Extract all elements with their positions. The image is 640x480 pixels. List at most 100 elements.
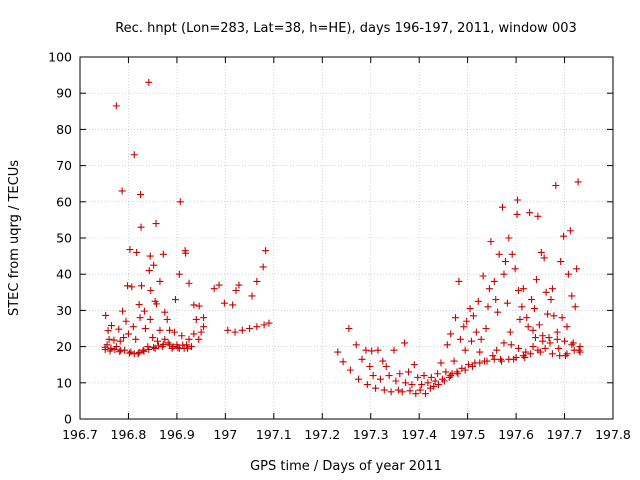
data-point [139, 346, 147, 354]
data-point [547, 296, 555, 304]
data-point [416, 386, 424, 394]
data-point [463, 317, 471, 325]
data-point [146, 252, 154, 260]
data-point [566, 227, 574, 235]
y-tick-label: 30 [56, 303, 72, 318]
data-point [147, 286, 155, 294]
x-tick-label: 196.8 [111, 427, 147, 442]
y-tick-label: 70 [56, 158, 72, 173]
data-point [195, 302, 203, 310]
data-point [575, 346, 583, 354]
data-point [505, 234, 513, 242]
data-point [518, 303, 526, 311]
data-point [563, 323, 571, 331]
data-point [516, 315, 524, 323]
data-point [145, 345, 153, 353]
data-point [483, 357, 491, 365]
data-point [568, 341, 576, 349]
data-point [468, 337, 476, 345]
data-point [215, 281, 223, 289]
data-point [179, 341, 187, 349]
x-tick-label: 197.7 [547, 427, 583, 442]
data-point [528, 296, 536, 304]
data-point [175, 270, 183, 278]
x-axis-label: GPS time / Days of year 2011 [250, 459, 442, 474]
data-point [355, 375, 363, 383]
data-point [122, 317, 130, 325]
data-point [515, 344, 523, 352]
data-point [362, 346, 370, 354]
data-point [174, 344, 182, 352]
data-point [539, 332, 547, 340]
data-point [185, 279, 193, 287]
data-point [166, 326, 174, 334]
data-point [232, 286, 240, 294]
data-point [410, 361, 418, 369]
data-point [111, 345, 119, 353]
data-point [497, 355, 505, 363]
data-point [424, 379, 432, 387]
data-point [259, 263, 267, 271]
data-point [156, 277, 164, 285]
data-point [246, 325, 254, 332]
data-point [529, 326, 537, 334]
data-point [485, 285, 493, 293]
data-point [492, 296, 500, 304]
x-tick-label: 197 [213, 427, 237, 442]
y-tick-label: 80 [56, 122, 72, 137]
data-point [334, 348, 342, 356]
data-point [124, 330, 132, 338]
data-point [396, 370, 404, 378]
data-point [508, 250, 516, 258]
data-point [505, 355, 513, 363]
data-point [455, 277, 463, 285]
x-tick-label: 197.3 [353, 427, 389, 442]
data-point [557, 258, 565, 266]
y-axis-label: STEC from uqrg / TECUs [7, 160, 22, 316]
data-point [458, 364, 466, 372]
data-point [511, 265, 519, 273]
data-point [556, 352, 564, 360]
data-point [366, 363, 374, 371]
data-point [526, 209, 534, 217]
data-point [129, 323, 137, 331]
data-point [408, 381, 416, 389]
data-point [137, 191, 145, 199]
data-point [420, 372, 428, 380]
data-point [352, 341, 360, 349]
data-point [368, 347, 376, 355]
data-point [392, 377, 400, 385]
y-tick-label: 40 [56, 267, 72, 282]
data-point [474, 297, 482, 305]
data-point [568, 292, 576, 300]
data-point [130, 151, 138, 159]
data-point [104, 327, 112, 335]
data-point [265, 319, 273, 327]
data-point [248, 292, 256, 300]
data-point [431, 377, 439, 385]
data-point [487, 238, 495, 246]
data-point [197, 328, 205, 336]
data-point [576, 343, 584, 351]
data-point [545, 334, 553, 342]
data-point [531, 305, 539, 313]
data-point [498, 357, 506, 365]
grid-lines [80, 57, 613, 419]
data-point [442, 368, 450, 376]
data-point [210, 285, 218, 293]
data-point [569, 339, 577, 347]
data-point [548, 350, 556, 358]
data-point [472, 328, 480, 336]
data-point [105, 335, 113, 343]
data-point [133, 248, 141, 256]
data-point [190, 330, 198, 338]
x-tick-label: 197.8 [595, 427, 631, 442]
data-point [484, 303, 492, 311]
data-point [453, 368, 461, 376]
data-point [112, 343, 120, 351]
data-point [153, 300, 161, 308]
data-point [253, 277, 261, 285]
data-point [190, 301, 198, 309]
data-point [421, 390, 429, 398]
